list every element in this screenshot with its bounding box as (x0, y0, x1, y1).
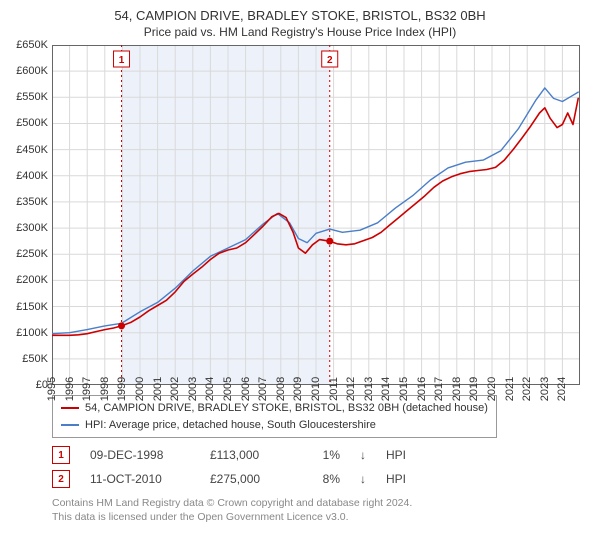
chart-svg: 12 (52, 45, 580, 385)
x-tick-label: 2023 (539, 377, 551, 401)
x-tick-label: 2020 (486, 377, 498, 401)
x-tick-label: 2013 (363, 377, 375, 401)
x-tick-label: 2024 (556, 377, 568, 401)
y-tick-label: £650K (16, 39, 48, 51)
sale-date-2: 11-OCT-2010 (90, 472, 190, 486)
x-tick-label: 1995 (46, 377, 58, 401)
sale-price-1: £113,000 (210, 448, 290, 462)
legend-swatch-hpi (61, 424, 79, 426)
sale-marker-1: 1 (52, 446, 70, 464)
sale-dir-1: ↓ (360, 448, 366, 462)
footer-line-2: This data is licensed under the Open Gov… (52, 510, 590, 524)
legend-swatch-property (61, 407, 79, 409)
sales-row-2: 2 11-OCT-2010 £275,000 8% ↓ HPI (52, 470, 590, 488)
x-tick-label: 2004 (204, 377, 216, 401)
y-tick-label: £600K (16, 65, 48, 77)
x-tick-label: 2001 (152, 377, 164, 401)
sale-dir-2: ↓ (360, 472, 366, 486)
y-tick-label: £250K (16, 248, 48, 260)
x-tick-label: 1997 (81, 377, 93, 401)
legend: 54, CAMPION DRIVE, BRADLEY STOKE, BRISTO… (52, 395, 497, 438)
x-tick-label: 1998 (99, 377, 111, 401)
x-tick-label: 2019 (468, 377, 480, 401)
page-title: 54, CAMPION DRIVE, BRADLEY STOKE, BRISTO… (10, 8, 590, 23)
x-tick-label: 2006 (240, 377, 252, 401)
x-tick-label: 2012 (345, 377, 357, 401)
x-tick-label: 1996 (64, 377, 76, 401)
legend-row-hpi: HPI: Average price, detached house, Sout… (61, 417, 488, 434)
price-chart: 12 £0£50K£100K£150K£200K£250K£300K£350K£… (52, 45, 580, 385)
x-tick-label: 2011 (328, 377, 340, 401)
sales-table: 1 09-DEC-1998 £113,000 1% ↓ HPI 2 11-OCT… (52, 446, 590, 488)
sale-pct-2: 8% (310, 472, 340, 486)
y-tick-label: £500K (16, 117, 48, 129)
y-tick-label: £400K (16, 170, 48, 182)
x-tick-label: 2022 (521, 377, 533, 401)
x-tick-label: 2008 (275, 377, 287, 401)
y-tick-label: £200K (16, 274, 48, 286)
sale-vs-1: HPI (386, 448, 406, 462)
sale-price-2: £275,000 (210, 472, 290, 486)
x-tick-label: 2018 (451, 377, 463, 401)
sale-vs-2: HPI (386, 472, 406, 486)
y-tick-label: £550K (16, 91, 48, 103)
footer-line-1: Contains HM Land Registry data © Crown c… (52, 496, 590, 510)
x-tick-label: 2014 (380, 377, 392, 401)
x-tick-label: 2021 (504, 377, 516, 401)
x-tick-label: 2000 (134, 377, 146, 401)
x-tick-label: 2002 (169, 377, 181, 401)
x-tick-label: 2005 (222, 377, 234, 401)
footer: Contains HM Land Registry data © Crown c… (52, 496, 590, 524)
y-tick-label: £150K (16, 301, 48, 313)
sale-pct-1: 1% (310, 448, 340, 462)
x-tick-label: 1999 (116, 377, 128, 401)
x-tick-label: 2003 (187, 377, 199, 401)
page-subtitle: Price paid vs. HM Land Registry's House … (10, 25, 590, 39)
x-tick-label: 2017 (433, 377, 445, 401)
y-tick-label: £300K (16, 222, 48, 234)
sale-marker-2: 2 (52, 470, 70, 488)
x-tick-label: 2016 (416, 377, 428, 401)
sales-row-1: 1 09-DEC-1998 £113,000 1% ↓ HPI (52, 446, 590, 464)
y-tick-label: £350K (16, 196, 48, 208)
y-tick-label: £50K (22, 353, 48, 365)
y-tick-label: £450K (16, 144, 48, 156)
sale-date-1: 09-DEC-1998 (90, 448, 190, 462)
x-tick-label: 2010 (310, 377, 322, 401)
svg-text:1: 1 (119, 55, 125, 66)
legend-row-property: 54, CAMPION DRIVE, BRADLEY STOKE, BRISTO… (61, 400, 488, 417)
x-tick-label: 2015 (398, 377, 410, 401)
legend-label-hpi: HPI: Average price, detached house, Sout… (85, 417, 376, 434)
svg-text:2: 2 (327, 55, 333, 66)
y-tick-label: £100K (16, 327, 48, 339)
legend-label-property: 54, CAMPION DRIVE, BRADLEY STOKE, BRISTO… (85, 400, 488, 417)
x-tick-label: 2007 (257, 377, 269, 401)
x-tick-label: 2009 (292, 377, 304, 401)
